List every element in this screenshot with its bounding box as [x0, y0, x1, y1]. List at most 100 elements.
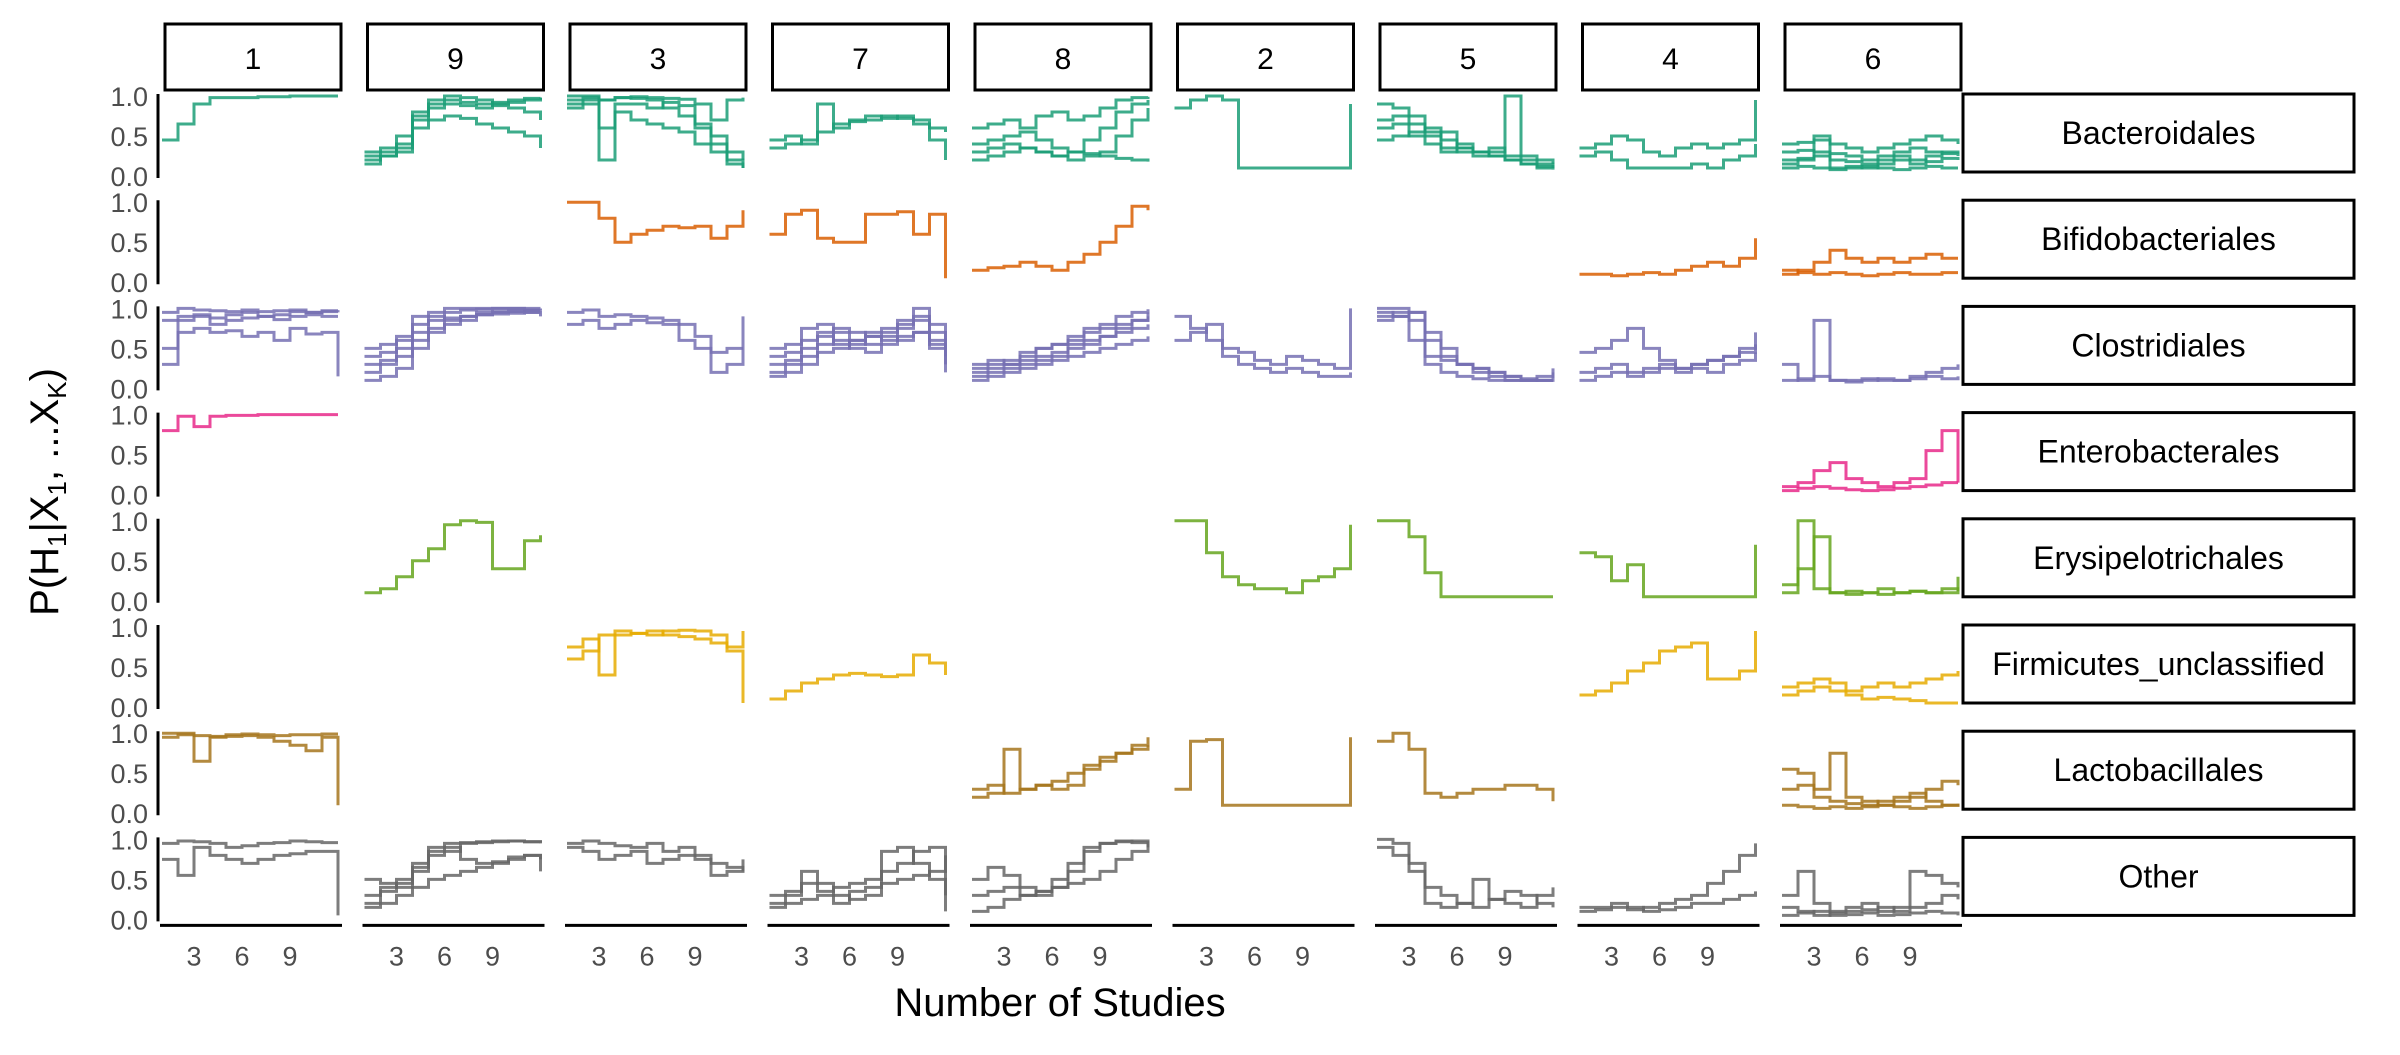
y-tick-label: 0.0: [110, 693, 148, 723]
series-step-line: [567, 839, 745, 877]
y-tick-label: 1.0: [110, 294, 148, 324]
x-tick-label: 9: [282, 941, 297, 971]
column-strip-label: 9: [447, 43, 464, 76]
x-tick-label: 6: [1652, 941, 1667, 971]
series-step-line: [567, 845, 745, 872]
column-strip: 2: [1176, 22, 1355, 92]
series-step-line: [162, 845, 340, 916]
series-step-line: [972, 204, 1150, 272]
column-strip-box: [163, 22, 343, 92]
x-tick-label: 6: [639, 941, 654, 971]
series-step-line: [1377, 519, 1553, 599]
x-tick-label: 3: [1199, 941, 1214, 971]
series-step-line: [1782, 671, 1960, 693]
row-strip-box: [1961, 835, 2356, 917]
series-step-line: [1579, 544, 1757, 599]
y-tick-label: 0.0: [110, 481, 148, 511]
column-strip-label: 6: [1865, 43, 1882, 76]
series-step-line: [1782, 909, 1960, 917]
series-step-line: [972, 843, 1150, 913]
y-tick-label: 0.0: [110, 799, 148, 829]
row-strip-box: [1961, 304, 2356, 386]
column-strip: 9: [366, 22, 545, 92]
series-step-line: [769, 653, 947, 701]
series-step-line: [1579, 352, 1757, 382]
series-step-line: [1377, 845, 1555, 909]
y-title-sub: 1: [42, 533, 72, 547]
series-step-line: [162, 326, 340, 377]
series-step-line: [1377, 310, 1555, 382]
column-strip-label: 7: [852, 43, 869, 76]
series-step-line: [162, 413, 338, 433]
series-step-line: [1782, 268, 1958, 278]
x-axis: 3 6 9 3 6 9 3 6 9 3 6 9 3 6 9 3 6 9 3 6 9 3 6 9 3 6 9: [160, 923, 1962, 971]
row-strip-box: [1961, 729, 2356, 811]
series-step-line: [364, 310, 542, 374]
y-tick-label: 0.0: [110, 162, 148, 192]
column-strip-box: [1378, 22, 1558, 92]
series-step-line: [769, 845, 947, 912]
series-step-line: [364, 310, 541, 358]
column-strip-box: [973, 22, 1153, 92]
series-step-line: [1377, 126, 1555, 170]
y-axis-title: P(H1|X1, ...XK): [23, 368, 72, 616]
series-step-line: [1579, 843, 1757, 913]
series-step-line: [1782, 248, 1958, 276]
series-step-line: [1579, 238, 1757, 278]
panels: [162, 94, 1960, 917]
series-step-line: [1782, 481, 1958, 493]
column-strip-box: [1783, 22, 1963, 92]
row-strips: Bacteroidales Bifidobacteriales Clostridia…: [1961, 92, 2356, 917]
y-title-part: |X: [23, 495, 67, 532]
x-axis-title: Number of Studies: [894, 981, 1225, 1025]
x-tick-label: 6: [1044, 941, 1059, 971]
row-strip-label: Enterobacterales: [2038, 434, 2280, 470]
series-step-line: [1174, 737, 1352, 807]
series-step-line: [364, 114, 542, 166]
series-step-line: [1782, 751, 1960, 807]
y-tick-label: 1.0: [110, 188, 148, 218]
y-tick-label: 1.0: [110, 401, 148, 431]
row-strip-label: Lactobacillales: [2054, 752, 2264, 788]
series-step-line: [364, 853, 542, 909]
column-strip: 1: [163, 22, 343, 92]
series-step-line: [1782, 535, 1960, 596]
x-tick-label: 9: [1497, 941, 1512, 971]
x-tick-label: 9: [1295, 941, 1310, 971]
row-strip-label: Clostridiales: [2071, 327, 2245, 363]
column-strip-label: 5: [1460, 43, 1477, 76]
y-tick-label: 1.0: [110, 507, 148, 537]
series-step-line: [1579, 891, 1757, 913]
series-step-line: [162, 839, 338, 849]
y-tick-label: 1.0: [110, 613, 148, 643]
column-strip: 4: [1581, 22, 1760, 92]
series-step-line: [972, 100, 1150, 162]
column-strip-label: 8: [1055, 43, 1072, 76]
y-tick-label: 0.5: [110, 334, 148, 364]
column-strip: 5: [1378, 22, 1558, 92]
series-step-line: [972, 839, 1150, 897]
series-step-line: [364, 98, 542, 154]
series-step-line: [1782, 685, 1958, 705]
series-step-line: [162, 313, 338, 326]
series-step-line: [364, 839, 542, 897]
series-step-line: [1174, 308, 1352, 370]
series-step-line: [769, 855, 947, 901]
series-step-line: [769, 208, 947, 279]
x-tick-label: 9: [485, 941, 500, 971]
series-step-line: [1579, 326, 1757, 370]
x-tick-label: 3: [1806, 941, 1821, 971]
x-tick-label: 3: [996, 941, 1011, 971]
x-tick-label: 3: [591, 941, 606, 971]
y-tick-label: 1.0: [110, 82, 148, 112]
series-step-line: [1377, 306, 1553, 382]
x-tick-label: 6: [1854, 941, 1869, 971]
column-strip-label: 2: [1257, 43, 1274, 76]
column-strip-label: 4: [1662, 43, 1679, 76]
series-step-line: [1377, 837, 1555, 909]
series-step-line: [567, 316, 745, 374]
x-tick-label: 9: [1092, 941, 1107, 971]
y-title-part: P(H: [23, 547, 67, 616]
